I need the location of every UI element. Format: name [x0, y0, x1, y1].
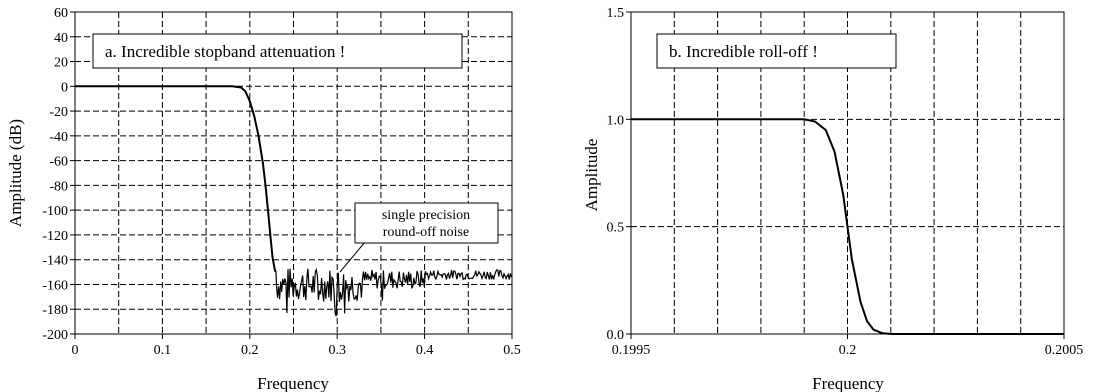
chart-b-xlabel: Frequency: [812, 374, 884, 392]
chart-a-ytick-label: -20: [49, 105, 68, 120]
chart-a-ytick-label: 20: [54, 56, 68, 71]
chart-a: 60 40 20 0 -20 -40 -60 -80 -100 -120 -140 -160 -180 -…: [6, 6, 521, 392]
chart-a-ytick-label: 0: [61, 80, 68, 95]
chart-a-title: a. Incredible stopband attenuation !: [105, 42, 345, 61]
chart-a-ytick-label: 40: [54, 31, 68, 46]
chart-a-xtick-label: 0.3: [328, 343, 346, 358]
chart-b-xtick-label: 0.2005: [1045, 343, 1084, 358]
chart-b: 1.5 1.0 0.5 0.00.1995 0.2 0.2005 b. Incredibl…: [582, 6, 1083, 392]
chart-a-xtick-label: 0: [72, 343, 79, 358]
chart-a-xtick-label: 0.5: [503, 343, 521, 358]
chart-a-ytick-label: -200: [42, 328, 68, 343]
chart-a-xlabel: Frequency: [257, 374, 329, 392]
chart-a-ytick-label: -120: [42, 229, 68, 244]
chart-b-ytick-label: 0.5: [607, 221, 625, 236]
annotation-line-2: round-off noise: [383, 225, 469, 240]
chart-b-ytick-label: 0.0: [607, 328, 625, 343]
chart-a-ytick-label: 60: [54, 6, 68, 21]
chart-a-title-box: a. Incredible stopband attenuation !: [92, 33, 463, 69]
chart-a-ylabel: Amplitude (dB): [6, 119, 25, 227]
chart-a-ytick-label: -80: [49, 179, 68, 194]
chart-b-ytick-label: 1.5: [607, 6, 625, 21]
chart-a-ticks: 60 40 20 0 -20 -40 -60 -80 -100 -120 -140 -160 -180 -…: [42, 6, 520, 358]
chart-a-ytick-label: -180: [42, 303, 68, 318]
chart-a-ytick-label: -160: [42, 278, 68, 293]
chart-a-series-line: [75, 85, 277, 273]
chart-b-ylabel: Amplitude: [582, 139, 601, 212]
chart-b-xtick-label: 0.2: [839, 343, 857, 358]
chart-b-title-box: b. Incredible roll-off !: [656, 33, 897, 69]
chart-a-title-frame: [92, 33, 463, 69]
chart-b-series-line: [631, 118, 1064, 335]
chart-b-ticks: 1.5 1.0 0.5 0.00.1995 0.2 0.2005: [607, 6, 1084, 358]
chart-a-annotation: single precision round-off noise: [339, 202, 499, 273]
chart-a-frame: [74, 11, 513, 335]
chart-a-xtick-label: 0.1: [154, 343, 172, 358]
chart-a-noise-line: [275, 267, 512, 317]
chart-a-ytick-label: -140: [42, 254, 68, 269]
chart-a-xtick-label: 0.4: [416, 343, 434, 358]
chart-b-ytick-label: 1.0: [607, 113, 625, 128]
annotation-line-1: single precision: [382, 208, 470, 223]
chart-b-title-frame: [656, 33, 897, 69]
annotation-box: [354, 202, 499, 244]
chart-a-ytick-label: -100: [42, 204, 68, 219]
chart-b-xtick-label: 0.1995: [612, 343, 651, 358]
annotation-pointer: [339, 241, 366, 273]
chart-a-ytick-label: -40: [49, 130, 68, 145]
chart-b-title: b. Incredible roll-off !: [669, 42, 818, 61]
chart-a-xtick-label: 0.2: [241, 343, 259, 358]
chart-a-ytick-label: -60: [49, 155, 68, 170]
